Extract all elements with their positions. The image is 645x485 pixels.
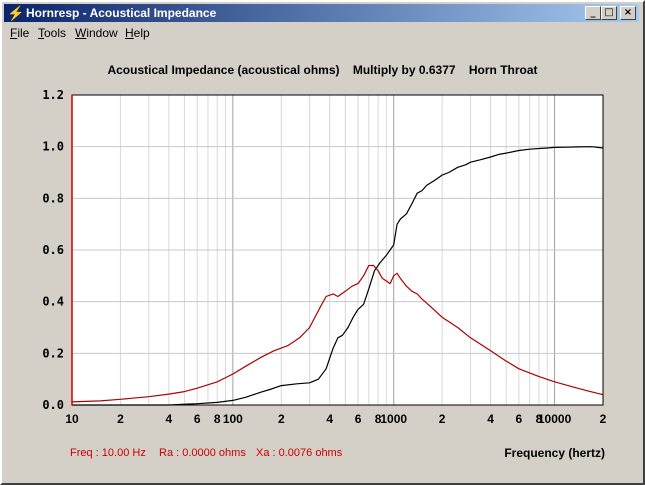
status-xa: Xa : 0.0076 ohms [256,447,343,459]
menu-help[interactable]: Help [125,26,150,40]
menu-file[interactable]: File [10,26,29,40]
menu-help-label: elp [133,26,150,40]
window-title: Hornresp - Acoustical Impedance [26,6,217,20]
menu-tools-mnemonic: T [38,26,44,40]
series-line-black [72,146,604,406]
x-tick-label: 8 [536,412,543,426]
x-tick-label: 2 [117,412,124,426]
x-tick-label: 6 [516,412,523,426]
maximize-button[interactable]: □ [601,6,617,20]
menu-window-mnemonic: W [75,26,87,40]
x-axis-label: Frequency (hertz) [504,446,605,460]
menu-file-mnemonic: F [10,26,18,40]
y-tick-label: 0.0 [42,398,64,412]
menu-file-label: ile [17,26,30,40]
x-tick-label: 10000 [538,412,572,426]
y-tick-label: 0.6 [42,243,64,257]
menu-window-label: indow [86,26,118,40]
lightning-icon: ⚡ [7,5,25,21]
menu-help-mnemonic: H [125,26,134,40]
menu-window[interactable]: Window [75,26,118,40]
x-tick-label: 2 [439,412,446,426]
x-tick-label: 4 [326,412,333,426]
menu-tools-label: ools [44,26,67,40]
title-bar[interactable]: ⚡ Hornresp - Acoustical Impedance _ □ × [4,4,639,22]
status-ra: Ra : 0.0000 ohms [159,447,246,459]
x-tick-label: 4 [487,412,494,426]
menu-tools[interactable]: Tools [38,26,66,40]
status-freq: Freq : 10.00 Hz [70,447,146,459]
y-tick-label: 1.0 [42,140,64,154]
y-tick-label: 0.8 [42,191,64,205]
minimize-button[interactable]: _ [585,6,601,20]
y-tick-label: 1.2 [42,88,64,102]
x-tick-label: 6 [194,412,201,426]
y-tick-label: 0.2 [42,346,64,360]
x-tick-label: 10 [65,412,79,426]
x-tick-label: 6 [355,412,362,426]
x-tick-label: 100 [223,412,243,426]
menu-bar: File Tools Window Help [4,24,639,42]
x-tick-label: 2 [278,412,285,426]
close-button[interactable]: × [620,6,636,20]
series-line-red [71,264,604,403]
y-tick-label: 0.4 [42,295,64,309]
x-tick-label: 8 [375,412,382,426]
x-tick-label: 4 [166,412,173,426]
x-tick-label: 1000 [380,412,407,426]
x-tick-label: 2 [600,412,607,426]
chart-title: Acoustical Impedance (acoustical ohms) M… [107,63,538,77]
x-tick-label: 8 [214,412,221,426]
